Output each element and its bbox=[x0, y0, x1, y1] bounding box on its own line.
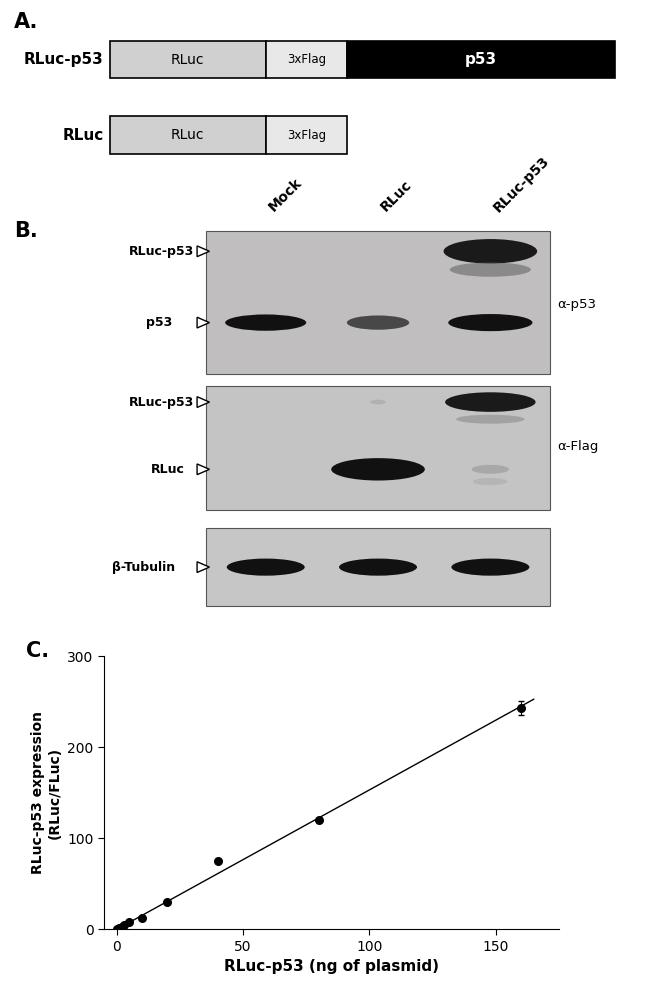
Text: p53: p53 bbox=[465, 52, 497, 67]
Polygon shape bbox=[197, 397, 209, 408]
Text: p53: p53 bbox=[146, 316, 172, 329]
Polygon shape bbox=[197, 246, 209, 256]
Text: RLuc: RLuc bbox=[62, 127, 103, 142]
Bar bbox=[266, 41, 347, 79]
X-axis label: RLuc-p53 (ng of plasmid): RLuc-p53 (ng of plasmid) bbox=[224, 959, 439, 974]
Bar bbox=[207, 231, 550, 374]
Text: C.: C. bbox=[26, 641, 49, 661]
Text: B.: B. bbox=[14, 221, 38, 241]
Ellipse shape bbox=[473, 478, 508, 485]
Ellipse shape bbox=[448, 314, 532, 331]
Text: RLuc: RLuc bbox=[378, 178, 415, 215]
Text: α-Flag: α-Flag bbox=[557, 440, 599, 453]
Text: 3xFlag: 3xFlag bbox=[287, 128, 326, 141]
Ellipse shape bbox=[227, 559, 305, 576]
Ellipse shape bbox=[370, 400, 386, 405]
Text: α-p53: α-p53 bbox=[557, 298, 596, 311]
Bar bbox=[266, 116, 347, 154]
Ellipse shape bbox=[332, 458, 425, 480]
Text: RLuc: RLuc bbox=[151, 463, 185, 476]
Polygon shape bbox=[197, 317, 209, 328]
Polygon shape bbox=[197, 562, 209, 573]
Polygon shape bbox=[197, 464, 209, 475]
Text: A.: A. bbox=[14, 12, 38, 32]
Bar bbox=[347, 41, 615, 79]
Ellipse shape bbox=[456, 414, 525, 423]
Bar bbox=[207, 529, 550, 605]
Ellipse shape bbox=[443, 239, 537, 263]
Ellipse shape bbox=[472, 465, 509, 474]
Y-axis label: RLuc-p53 expression
(RLuc/FLuc): RLuc-p53 expression (RLuc/FLuc) bbox=[31, 712, 62, 874]
Text: 3xFlag: 3xFlag bbox=[287, 53, 326, 66]
Text: RLuc-p53: RLuc-p53 bbox=[24, 52, 103, 67]
Bar bbox=[207, 386, 550, 510]
Text: Mock: Mock bbox=[266, 176, 304, 215]
Ellipse shape bbox=[225, 314, 306, 331]
Ellipse shape bbox=[445, 393, 536, 412]
Ellipse shape bbox=[451, 559, 529, 576]
Ellipse shape bbox=[347, 315, 410, 330]
Text: RLuc: RLuc bbox=[171, 128, 205, 142]
Text: RLuc-p53: RLuc-p53 bbox=[490, 153, 552, 215]
Text: RLuc: RLuc bbox=[171, 53, 205, 67]
Text: RLuc-p53: RLuc-p53 bbox=[129, 396, 194, 409]
Text: RLuc-p53: RLuc-p53 bbox=[129, 245, 194, 257]
Ellipse shape bbox=[339, 559, 417, 576]
Bar bbox=[110, 116, 266, 154]
Bar bbox=[110, 41, 266, 79]
Text: β-Tubulin: β-Tubulin bbox=[112, 561, 176, 574]
Ellipse shape bbox=[450, 262, 531, 276]
